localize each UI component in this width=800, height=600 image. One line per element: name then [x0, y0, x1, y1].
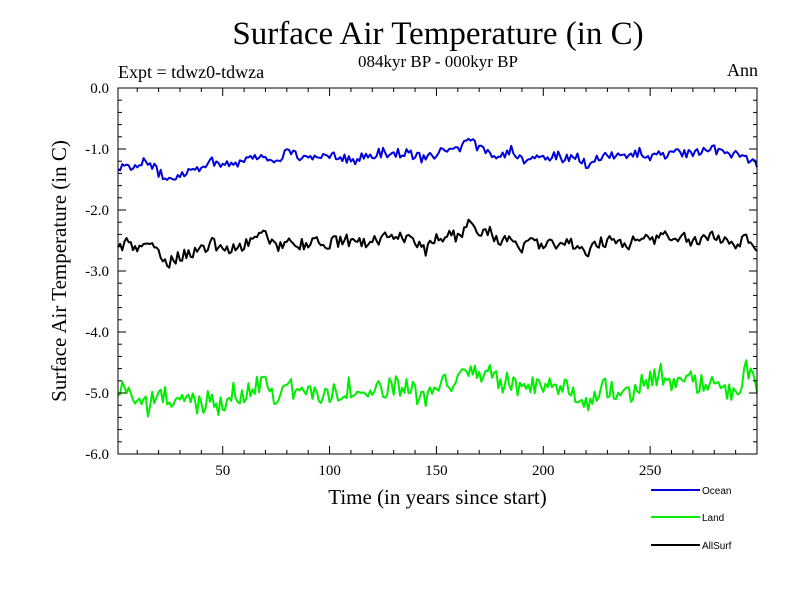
- series-line-ocean: [117, 137, 758, 181]
- x-tick-label: 250: [639, 463, 662, 479]
- legend-label-land: Land: [702, 513, 724, 524]
- experiment-label: Expt = tdwz0-tdwza: [118, 62, 265, 82]
- y-tick-label: -3.0: [85, 264, 109, 280]
- legend-label-ocean: Ocean: [702, 486, 731, 497]
- chart-title: Surface Air Temperature (in C): [232, 16, 644, 52]
- chart-subtitle: 084kyr BP - 000kyr BP: [358, 52, 518, 71]
- y-tick-label: -6.0: [85, 447, 109, 463]
- series-line-land: [117, 359, 758, 418]
- season-label: Ann: [727, 60, 758, 80]
- y-tick-label: -2.0: [85, 203, 109, 219]
- labels-layer: 50 100 150 200 250 0.0 -1.0 -2.0 -3.0 -4.0 -5.0 -6.…: [85, 81, 661, 479]
- y-tick-label: -1.0: [85, 142, 109, 158]
- x-tick-label: 150: [425, 463, 448, 479]
- ticks-layer: [118, 87, 757, 455]
- x-axis-title: Time (in years since start): [328, 485, 547, 509]
- y-tick-label: -4.0: [85, 325, 109, 341]
- y-tick-label: -5.0: [85, 386, 109, 402]
- legend: Ocean Land AllSurf: [651, 486, 732, 552]
- x-tick-label: 200: [532, 463, 555, 479]
- legend-label-allsurf: AllSurf: [702, 541, 732, 552]
- plot-frame: [117, 87, 758, 455]
- x-tick-label: 50: [215, 463, 230, 479]
- series-line-allsurf: [117, 218, 758, 269]
- y-tick-label: 0.0: [90, 81, 109, 97]
- y-axis-title: Surface Air Temperature (in C): [47, 140, 71, 402]
- series-layer: [117, 137, 758, 418]
- x-tick-label: 100: [318, 463, 341, 479]
